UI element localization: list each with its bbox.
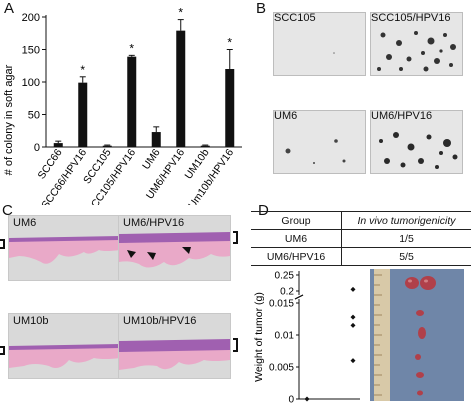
y-tick-label: 0.01 xyxy=(275,331,295,342)
histology-label: UM10b/HPV16 xyxy=(123,315,197,327)
table-row: UM6 1/5 xyxy=(251,229,471,248)
data-point xyxy=(304,396,310,402)
bar-chart: # of colony in soft agar 050100150200SCC… xyxy=(3,6,242,205)
histology-tissue xyxy=(119,232,230,268)
significance-star: * xyxy=(129,41,134,55)
bar xyxy=(151,132,161,147)
bar xyxy=(102,145,112,147)
histology-um6: UM6 xyxy=(8,215,121,281)
significance-star: * xyxy=(178,6,183,20)
y-tick-label: 0.005 xyxy=(269,363,294,374)
y-tick-label: 150 xyxy=(22,45,40,57)
micrograph-scc105-hpv16: SCC105/HPV16 xyxy=(370,12,463,76)
colony-spots xyxy=(377,31,456,72)
y-tick-label: 0.015 xyxy=(269,299,294,310)
y-tick-label: 0 xyxy=(34,142,40,154)
bar xyxy=(225,69,235,147)
panel-letter-b: B xyxy=(256,0,267,17)
y-tick-label: 0 xyxy=(288,395,294,405)
scatter-y-label: Weight of tumor (g) xyxy=(253,292,265,382)
panel-letter-d: D xyxy=(258,202,269,219)
bar xyxy=(127,56,137,147)
micrograph-um6-hpv16: UM6/HPV16 xyxy=(370,110,463,174)
micrograph-label: SCC105/HPV16 xyxy=(371,12,451,24)
y-tick-label: 200 xyxy=(22,12,40,24)
histology-label: UM10b xyxy=(13,315,49,327)
bar xyxy=(200,145,210,147)
table-header-row: Group In vivo tumorigenicity xyxy=(251,211,471,230)
bar xyxy=(78,82,88,147)
colony-spots xyxy=(333,52,335,54)
data-point xyxy=(350,314,356,320)
table-row: UM6/HPV16 5/5 xyxy=(251,247,471,266)
colony-spots xyxy=(285,139,346,164)
colony-spots xyxy=(379,132,458,169)
bar xyxy=(176,30,186,147)
y-tick-label: 0.2 xyxy=(280,287,294,298)
histology-label: UM6 xyxy=(13,217,37,229)
histology-um10b: UM10b xyxy=(8,313,121,379)
data-point xyxy=(350,286,356,292)
table-header-cell: Group xyxy=(251,211,342,230)
y-tick-label: 50 xyxy=(28,110,40,122)
table-header-cell: In vivo tumorigenicity xyxy=(341,211,471,230)
histology-tissue xyxy=(119,339,230,370)
histology-tissue xyxy=(9,236,120,264)
table-cell: UM6 xyxy=(251,229,342,248)
y-tick-label: 100 xyxy=(22,77,40,89)
significance-star: * xyxy=(227,36,232,50)
data-point xyxy=(350,358,356,364)
bar xyxy=(53,143,63,147)
histology-tissue xyxy=(9,344,120,368)
x-tick-label: UM6 xyxy=(140,147,163,172)
significance-star: * xyxy=(80,63,85,77)
axis-break-mark xyxy=(294,294,304,300)
micrograph-label: SCC105 xyxy=(274,12,316,24)
data-point xyxy=(350,322,356,328)
table-cell: 5/5 xyxy=(341,247,471,266)
panel-letter-a: A xyxy=(4,0,15,17)
micrograph-um6: UM6 xyxy=(273,110,366,174)
micrograph-label: UM6/HPV16 xyxy=(371,110,433,122)
histology-um10b-hpv16: UM10b/HPV16 xyxy=(118,313,231,379)
histology-label: UM6/HPV16 xyxy=(123,217,185,229)
tumorigenicity-table: Group In vivo tumorigenicity UM6 1/5 UM6… xyxy=(251,211,471,266)
panel-letter-c: C xyxy=(2,202,13,219)
histology-um6-hpv16: UM6/HPV16 xyxy=(118,215,231,281)
tumor-photo-drawing xyxy=(370,269,464,401)
table-cell: UM6/HPV16 xyxy=(251,247,342,266)
bar-chart-y-label: # of colony in soft agar xyxy=(3,64,15,175)
table-cell: 1/5 xyxy=(341,229,471,248)
micrograph-scc105: SCC105 xyxy=(273,12,366,76)
micrograph-label: UM6 xyxy=(274,110,298,122)
tumor-photo xyxy=(370,269,464,401)
y-tick-label: 0.25 xyxy=(275,271,295,282)
